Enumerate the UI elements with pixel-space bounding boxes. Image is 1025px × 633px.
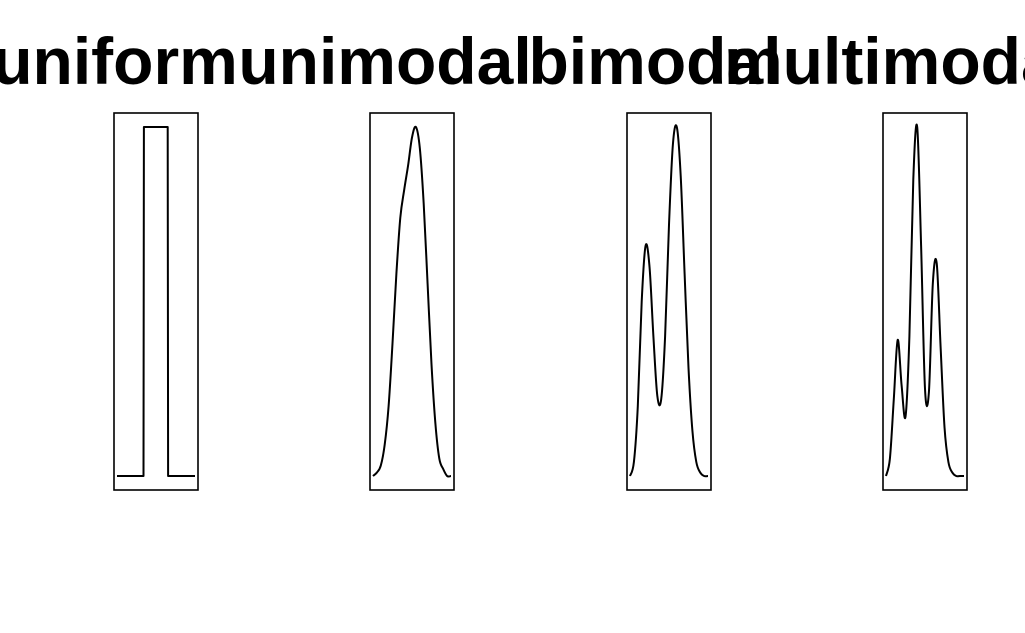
density-line: [885, 123, 964, 478]
plot-frame: [113, 112, 199, 491]
density-line: [117, 126, 195, 477]
panel-title: uniform: [0, 24, 238, 98]
plot-frame: [882, 112, 968, 491]
density-line: [629, 124, 709, 478]
panel-1: unimodal: [238, 24, 532, 491]
plot-frame: [369, 112, 455, 491]
panel-3: multimodal: [724, 24, 1025, 491]
density-line: [372, 125, 452, 478]
panel-title: unimodal: [238, 24, 531, 98]
panel-0: uniform: [0, 24, 238, 491]
plot-frame: [626, 112, 712, 491]
panel-title: multimodal: [724, 24, 1025, 98]
panel-title: bimodal: [528, 24, 781, 98]
panel-2: bimodal: [528, 24, 782, 491]
